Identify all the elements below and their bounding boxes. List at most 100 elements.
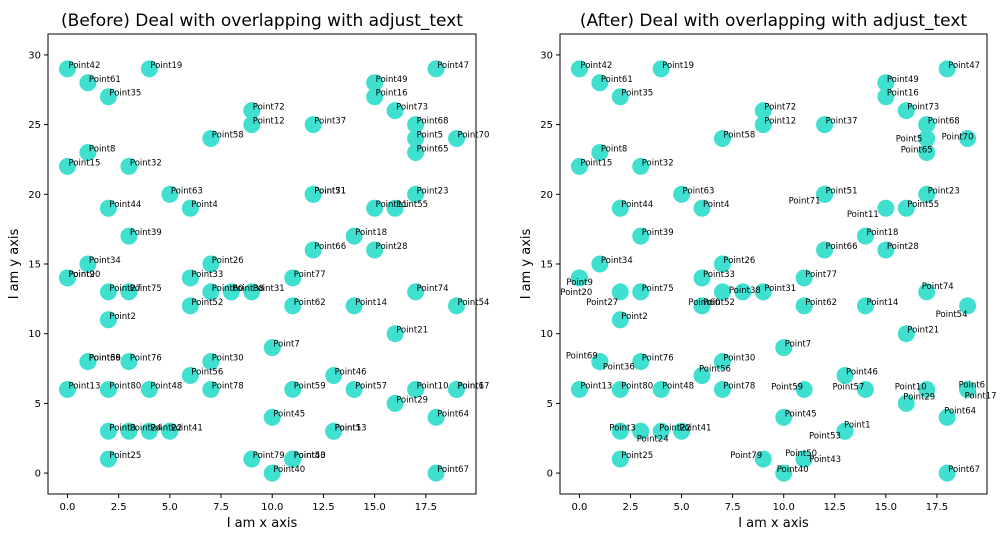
point-label: Point14 bbox=[355, 298, 387, 308]
point-label: Point68 bbox=[417, 117, 449, 127]
data-point bbox=[181, 199, 199, 217]
x-tick-label: 2.5 bbox=[111, 502, 127, 513]
point-label: Point64 bbox=[944, 406, 976, 416]
point-label: Point41 bbox=[680, 423, 712, 433]
x-tick-label: 7.5 bbox=[213, 502, 229, 513]
point-label: Point69 bbox=[566, 352, 598, 362]
point-label: Point33 bbox=[191, 270, 223, 280]
data-point bbox=[284, 380, 302, 398]
y-tick-label: 25 bbox=[540, 120, 553, 131]
point-label: Point73 bbox=[396, 103, 428, 113]
y-tick-label: 30 bbox=[540, 50, 553, 61]
data-point bbox=[754, 116, 772, 134]
point-label: Point28 bbox=[887, 242, 919, 252]
point-label: Point45 bbox=[273, 409, 305, 419]
data-point bbox=[79, 255, 97, 273]
data-point bbox=[795, 269, 813, 287]
data-point bbox=[202, 130, 220, 148]
data-point bbox=[591, 74, 609, 92]
point-label: Point75 bbox=[642, 284, 674, 294]
data-point bbox=[325, 422, 343, 440]
data-point bbox=[120, 422, 138, 440]
point-label: Point65 bbox=[901, 145, 933, 155]
data-point bbox=[407, 185, 425, 203]
data-point bbox=[856, 297, 874, 315]
point-label: Point25 bbox=[621, 451, 653, 461]
data-point bbox=[938, 464, 956, 482]
point-label: Point71 bbox=[789, 196, 821, 206]
point-label: Point40 bbox=[273, 465, 305, 475]
x-tick-label: 0.0 bbox=[571, 502, 587, 513]
data-point bbox=[99, 422, 117, 440]
data-point bbox=[856, 380, 874, 398]
point-label: Point63 bbox=[683, 186, 715, 196]
data-point bbox=[570, 60, 588, 78]
chart-title: (Before) Deal with overlapping with adju… bbox=[61, 11, 463, 31]
data-point bbox=[775, 408, 793, 426]
point-label: Point6 bbox=[458, 381, 485, 391]
data-point bbox=[632, 283, 650, 301]
point-label: Point13 bbox=[68, 381, 100, 391]
data-point bbox=[181, 297, 199, 315]
point-label: Point67 bbox=[948, 465, 980, 475]
data-point bbox=[58, 60, 76, 78]
point-label: Point2 bbox=[109, 312, 136, 322]
data-point bbox=[897, 394, 915, 412]
y-tick-label: 5 bbox=[35, 399, 41, 410]
point-label: Point74 bbox=[417, 284, 449, 294]
data-point bbox=[99, 199, 117, 217]
data-point bbox=[652, 380, 670, 398]
data-point bbox=[570, 157, 588, 175]
point-label: Point33 bbox=[703, 270, 735, 280]
point-label: Point10 bbox=[417, 381, 449, 391]
data-point bbox=[386, 325, 404, 343]
y-tick-label: 20 bbox=[28, 190, 41, 201]
point-label: Point52 bbox=[191, 298, 223, 308]
point-label: Point75 bbox=[130, 284, 162, 294]
data-point bbox=[611, 199, 629, 217]
point-label: Point27 bbox=[109, 284, 141, 294]
data-point bbox=[877, 74, 895, 92]
point-label: Point22 bbox=[659, 423, 691, 433]
data-point bbox=[897, 102, 915, 120]
data-point bbox=[304, 185, 322, 203]
point-label: Point72 bbox=[253, 103, 285, 113]
data-point bbox=[79, 353, 97, 371]
point-label: Point57 bbox=[832, 382, 864, 392]
plot-frame bbox=[559, 33, 988, 495]
point-label: Point78 bbox=[723, 381, 755, 391]
point-label: Point70 bbox=[942, 133, 974, 143]
data-point bbox=[693, 367, 711, 385]
point-label: Point52 bbox=[703, 298, 735, 308]
data-point bbox=[918, 143, 936, 161]
data-point bbox=[345, 297, 363, 315]
point-label: Point38 bbox=[232, 284, 264, 294]
point-label: Point39 bbox=[642, 228, 674, 238]
point-label: Point29 bbox=[396, 395, 428, 405]
point-label: Point16 bbox=[376, 89, 408, 99]
data-point bbox=[632, 353, 650, 371]
x-tick-label: 7.5 bbox=[725, 502, 741, 513]
point-label: Point37 bbox=[314, 117, 346, 127]
data-point bbox=[611, 422, 629, 440]
data-point bbox=[345, 227, 363, 245]
before-chart-panel: (Before) Deal with overlapping with adju… bbox=[7, 11, 489, 531]
data-point bbox=[120, 157, 138, 175]
point-label: Point36 bbox=[89, 354, 121, 364]
point-label: Point18 bbox=[355, 228, 387, 238]
data-point bbox=[632, 157, 650, 175]
point-label: Point16 bbox=[887, 89, 919, 99]
point-label: Point1 bbox=[844, 420, 871, 430]
data-point bbox=[591, 143, 609, 161]
data-point bbox=[938, 60, 956, 78]
point-label: Point51 bbox=[826, 186, 858, 196]
point-label: Point37 bbox=[826, 117, 858, 127]
data-point bbox=[959, 130, 977, 148]
point-label: Point31 bbox=[253, 284, 285, 294]
data-point bbox=[611, 380, 629, 398]
point-label: Point20 bbox=[68, 270, 100, 280]
point-label: Point4 bbox=[191, 200, 218, 210]
point-label: Point28 bbox=[376, 242, 408, 252]
point-label: Point43 bbox=[294, 451, 326, 461]
point-label: Point60 bbox=[688, 298, 720, 308]
